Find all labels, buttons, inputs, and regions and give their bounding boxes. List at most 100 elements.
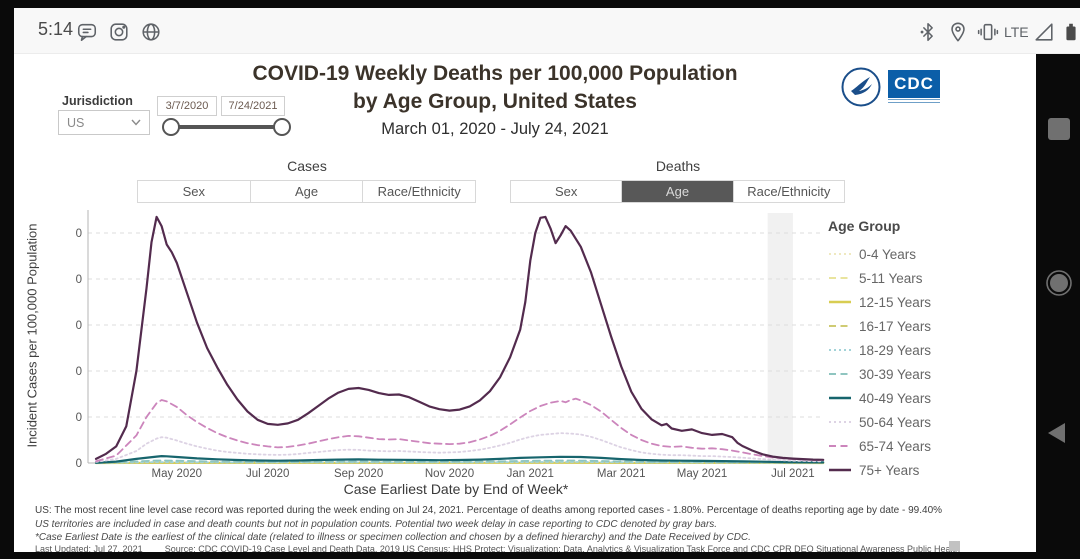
svg-text:Jul 2021: Jul 2021 <box>771 468 814 480</box>
legend-item-12-15-years[interactable]: 12-15 Years <box>828 290 1028 314</box>
series-line-50-64-years <box>95 432 825 463</box>
globe-icon <box>140 21 162 43</box>
deaths-tab-group: Sex Age Race/Ethnicity <box>510 180 845 203</box>
legend-swatch-icon <box>829 373 851 375</box>
date-end-input[interactable]: 7/24/2021 <box>221 96 285 116</box>
signal-icon <box>1033 21 1055 43</box>
legend-swatch-icon <box>829 421 851 423</box>
svg-text:30: 30 <box>76 320 82 332</box>
legend-item-30-39-years[interactable]: 30-39 Years <box>828 362 1028 386</box>
svg-text:50: 50 <box>76 228 82 240</box>
camera-icon <box>108 21 130 43</box>
footnote-line1: US: The most recent line level case reco… <box>35 505 943 516</box>
bluetooth-icon <box>917 21 939 43</box>
clock-text: 5:14 <box>38 19 74 39</box>
legend-item-40-49-years[interactable]: 40-49 Years <box>828 386 1028 410</box>
chart-legend: Age Group 0-4 Years 5-11 Years 12-15 Years… <box>828 218 1028 482</box>
cases-tab-group: Sex Age Race/Ethnicity <box>137 180 476 203</box>
network-type-label: LTE <box>1004 24 1029 40</box>
legend-item-label: 5-11 Years <box>859 270 923 286</box>
legend-item-label: 16-17 Years <box>859 318 932 334</box>
legend-swatch-icon <box>829 277 851 279</box>
x-axis-label: Case Earliest Date by End of Week* <box>343 481 569 497</box>
svg-text:May 2021: May 2021 <box>677 468 728 480</box>
legend-swatch-icon <box>829 396 851 400</box>
svg-text:May 2020: May 2020 <box>152 468 203 480</box>
svg-text:Mar 2021: Mar 2021 <box>597 468 646 480</box>
svg-text:20: 20 <box>76 366 82 378</box>
legend-title: Age Group <box>828 218 901 234</box>
back-triangle-icon[interactable] <box>1044 420 1070 446</box>
svg-text:Nov 2020: Nov 2020 <box>425 468 474 480</box>
date-slider-handle-start[interactable] <box>162 118 180 136</box>
recents-square-icon[interactable] <box>1046 116 1072 142</box>
legend-swatch-icon <box>829 253 851 255</box>
legend-item-label: 75+ Years <box>859 462 920 478</box>
legend-item-label: 18-29 Years <box>859 342 932 358</box>
cases-group-label: Cases <box>287 158 327 174</box>
legend-item-5-11-years[interactable]: 5-11 Years <box>828 266 1028 290</box>
scrollbar-thumb[interactable] <box>949 541 960 551</box>
date-slider-track[interactable] <box>171 125 282 129</box>
svg-text:Sep 2020: Sep 2020 <box>334 468 383 480</box>
home-circle-icon[interactable] <box>1046 270 1072 296</box>
deaths-by-age-line-chart: 0 10 20 30 40 50 May 2020 Jul 2020 Sep 2020 Nov 2… <box>76 210 825 480</box>
deaths-tab-age[interactable]: Age <box>622 181 734 202</box>
page-subtitle: March 01, 2020 - July 24, 2021 <box>381 120 609 138</box>
deaths-tab-sex[interactable]: Sex <box>511 181 623 202</box>
legend-item-18-29-years[interactable]: 18-29 Years <box>828 338 1028 362</box>
legend-swatch-icon <box>829 300 851 304</box>
y-axis-label: Incident Cases per 100,000 Population <box>24 223 40 448</box>
cases-tab-sex[interactable]: Sex <box>138 181 251 202</box>
cases-tab-race-ethnicity[interactable]: Race/Ethnicity <box>363 181 476 202</box>
legend-swatch-icon <box>829 445 851 447</box>
jurisdiction-select[interactable]: US <box>58 110 150 135</box>
legend-item-label: 50-64 Years <box>859 414 932 430</box>
last-updated-text: Last Updated: Jul 27, 2021 <box>35 544 143 552</box>
svg-text:10: 10 <box>76 412 82 424</box>
legend-item-label: 40-49 Years <box>859 390 932 406</box>
date-start-input[interactable]: 3/7/2020 <box>157 96 217 116</box>
footnote-line3: *Case Earliest Date is the earliest of t… <box>35 532 751 543</box>
legend-item-label: 30-39 Years <box>859 366 932 382</box>
source-text: Source: CDC COVID-19 Case Level and Deat… <box>164 544 960 552</box>
legend-swatch-icon <box>829 349 851 351</box>
legend-swatch-icon <box>829 468 851 472</box>
legend-swatch-icon <box>829 325 851 327</box>
title-line1: COVID-19 Weekly Deaths per 100,000 Popul… <box>252 62 738 85</box>
deaths-group-label: Deaths <box>655 158 701 174</box>
legend-item-label: 65-74 Years <box>859 438 932 454</box>
footnote-bottom-row: Last Updated: Jul 27, 2021 Source: CDC C… <box>35 544 960 552</box>
date-slider-handle-end[interactable] <box>273 118 291 136</box>
svg-text:40: 40 <box>76 274 82 286</box>
series-line-30-39-years <box>95 459 825 464</box>
android-nav-bar <box>1036 54 1080 559</box>
legend-items: 0-4 Years 5-11 Years 12-15 Years 16-17 Year… <box>828 242 1028 482</box>
battery-icon <box>1060 21 1080 43</box>
series-line-75+-years <box>94 215 825 461</box>
legend-item-65-74-years[interactable]: 65-74 Years <box>828 434 1028 458</box>
legend-item-75+-years[interactable]: 75+ Years <box>828 458 1028 482</box>
hhs-logo <box>841 67 881 107</box>
svg-text:0: 0 <box>76 458 82 470</box>
series-line-40-49-years <box>94 455 825 464</box>
title-line2: by Age Group, United States <box>353 90 637 113</box>
chevron-down-icon <box>131 119 141 126</box>
cases-tab-age[interactable]: Age <box>250 181 364 202</box>
cdc-logo: CDC <box>888 70 940 98</box>
legend-item-16-17-years[interactable]: 16-17 Years <box>828 314 1028 338</box>
status-bar: 5:14 LTE <box>14 8 1080 54</box>
vibrate-icon <box>977 21 999 43</box>
deaths-tab-race-ethnicity[interactable]: Race/Ethnicity <box>733 181 844 202</box>
legend-item-50-64-years[interactable]: 50-64 Years <box>828 410 1028 434</box>
footnote-line2: US territories are included in case and … <box>35 519 718 530</box>
location-icon <box>947 21 969 43</box>
page-title: COVID-19 Weekly Deaths per 100,000 Popul… <box>230 60 760 116</box>
series-line-65-74-years <box>95 397 825 463</box>
jurisdiction-label: Jurisdiction <box>62 94 133 108</box>
cdc-logo-subtext <box>888 99 940 105</box>
legend-item-0-4-years[interactable]: 0-4 Years <box>828 242 1028 266</box>
svg-text:Jan 2021: Jan 2021 <box>507 468 554 480</box>
chat-icon <box>76 21 98 43</box>
